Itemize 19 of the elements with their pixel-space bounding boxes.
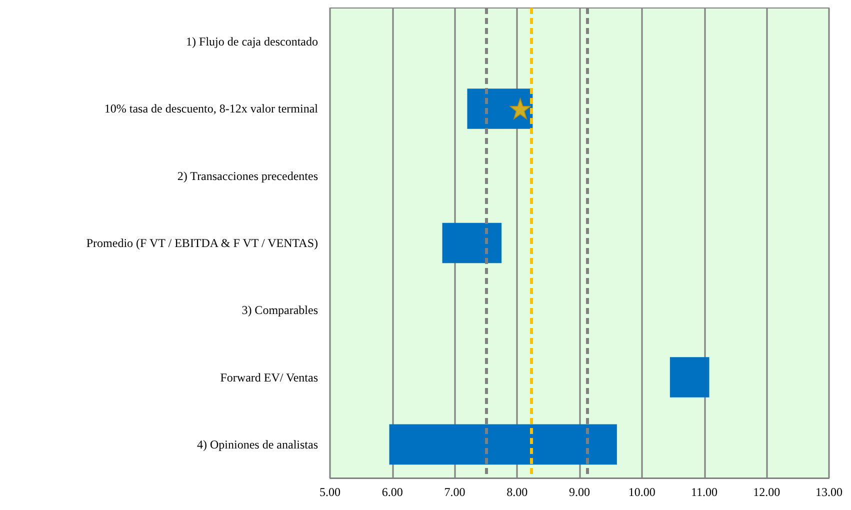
y-tick-label: Forward EV/ Ventas bbox=[220, 370, 318, 384]
x-tick-label: 11.00 bbox=[690, 485, 718, 499]
x-tick-label: 5.00 bbox=[320, 485, 340, 499]
x-tick-label: 8.00 bbox=[506, 485, 528, 499]
y-tick-label: 1) Flujo de caja descontado bbox=[186, 34, 318, 49]
bar bbox=[442, 222, 502, 264]
y-tick-label: 2) Transacciones precedentes bbox=[177, 168, 318, 183]
x-tick-label: 6.00 bbox=[382, 485, 403, 499]
x-tick-label: 9.00 bbox=[569, 485, 590, 499]
y-tick-label: 10% tasa de descuento, 8-12x valor terminal bbox=[104, 102, 319, 116]
y-tick-label: 3) Comparables bbox=[242, 303, 318, 318]
bar bbox=[389, 424, 617, 465]
bar bbox=[670, 357, 710, 398]
x-tick-label: 12.00 bbox=[753, 485, 780, 499]
y-tick-label: 4) Opiniones de analistas bbox=[197, 437, 318, 452]
x-tick-label: 7.00 bbox=[444, 485, 466, 499]
x-tick-label: 10.00 bbox=[628, 485, 656, 499]
y-tick-label: Promedio (F VT / EBITDA & F VT / VENTAS) bbox=[86, 236, 318, 250]
x-tick-label: 13.00 bbox=[816, 485, 842, 499]
